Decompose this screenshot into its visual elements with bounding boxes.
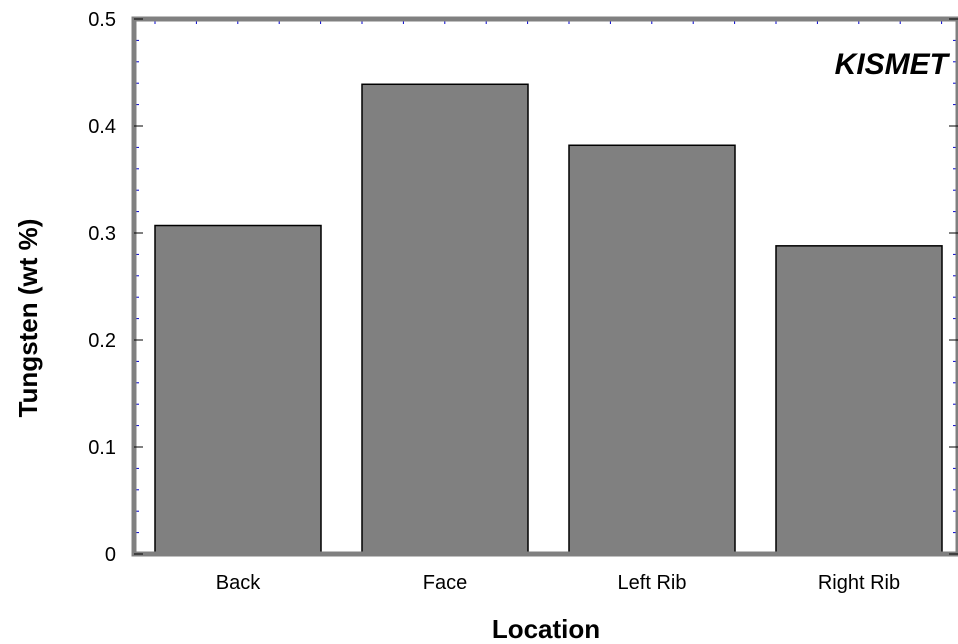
x-tick-labels: Back Face Left Rib Right Rib — [216, 572, 900, 594]
y-tick-label: 0.1 — [88, 437, 116, 459]
plot-frame — [131, 16, 958, 557]
y-tick-labels: 0 0.1 0.2 0.3 0.4 0.5 — [88, 9, 116, 566]
bar-back — [154, 224, 322, 555]
y-tick-label: 0.3 — [88, 223, 116, 245]
x-tick-label-back: Back — [216, 572, 261, 594]
x-tick-label-face: Face — [423, 572, 467, 594]
bar-face — [361, 83, 529, 555]
major-ticks — [134, 18, 958, 555]
x-tick-label-right-rib: Right Rib — [818, 572, 900, 594]
y-tick-label: 0.5 — [88, 9, 116, 31]
x-tick-label-left-rib: Left Rib — [618, 572, 687, 594]
y-axis-title: Tungsten (wt %) — [13, 219, 43, 418]
bars — [154, 83, 943, 555]
y-tick-label: 0 — [105, 544, 116, 566]
chart-annotation: KISMET — [835, 48, 951, 81]
x-axis-title: Location — [492, 614, 600, 644]
y-tick-label: 0.4 — [88, 116, 116, 138]
bar-right-rib — [775, 245, 943, 555]
y-tick-label: 0.2 — [88, 330, 116, 352]
bar-left-rib — [568, 144, 736, 555]
